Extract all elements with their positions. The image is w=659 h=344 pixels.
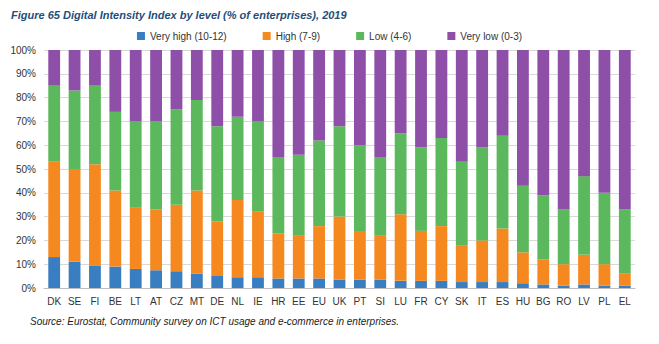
svg-text:FI: FI — [91, 296, 100, 307]
svg-text:Very low (0-3): Very low (0-3) — [460, 31, 522, 42]
svg-text:AT: AT — [150, 296, 162, 307]
svg-text:UK: UK — [333, 296, 347, 307]
svg-text:High (7-9): High (7-9) — [276, 31, 320, 42]
svg-text:10%: 10% — [16, 259, 36, 270]
svg-text:EL: EL — [619, 296, 632, 307]
svg-text:Source: Eurostat, Community su: Source: Eurostat, Community survey on IC… — [30, 316, 399, 327]
svg-text:LU: LU — [394, 296, 407, 307]
svg-text:SK: SK — [455, 296, 469, 307]
svg-text:NL: NL — [231, 296, 244, 307]
svg-text:SI: SI — [376, 296, 385, 307]
svg-text:100%: 100% — [10, 45, 36, 56]
svg-text:50%: 50% — [16, 164, 36, 175]
svg-text:SE: SE — [68, 296, 82, 307]
svg-text:CY: CY — [434, 296, 448, 307]
svg-text:LV: LV — [578, 296, 590, 307]
svg-text:EE: EE — [292, 296, 306, 307]
svg-text:40%: 40% — [16, 187, 36, 198]
svg-text:FR: FR — [414, 296, 427, 307]
svg-text:ES: ES — [496, 296, 510, 307]
svg-text:BE: BE — [109, 296, 123, 307]
svg-text:IT: IT — [478, 296, 487, 307]
svg-text:CZ: CZ — [170, 296, 183, 307]
svg-text:PL: PL — [598, 296, 611, 307]
svg-text:30%: 30% — [16, 211, 36, 222]
svg-text:80%: 80% — [16, 92, 36, 103]
svg-text:RO: RO — [556, 296, 571, 307]
svg-text:Figure 65 Digital Intensity In: Figure 65 Digital Intensity Index by lev… — [11, 9, 347, 21]
svg-text:20%: 20% — [16, 235, 36, 246]
svg-text:PT: PT — [353, 296, 366, 307]
svg-text:LT: LT — [130, 296, 141, 307]
svg-text:EU: EU — [312, 296, 326, 307]
svg-text:BG: BG — [536, 296, 551, 307]
svg-text:HR: HR — [271, 296, 285, 307]
svg-text:60%: 60% — [16, 140, 36, 151]
svg-text:70%: 70% — [16, 116, 36, 127]
svg-text:IE: IE — [253, 296, 263, 307]
svg-text:90%: 90% — [16, 68, 36, 79]
svg-text:0%: 0% — [22, 283, 37, 294]
svg-text:DK: DK — [47, 296, 61, 307]
svg-text:HU: HU — [516, 296, 530, 307]
svg-text:Low (4-6): Low (4-6) — [369, 31, 411, 42]
svg-text:MT: MT — [190, 296, 204, 307]
svg-text:Very high (10-12): Very high (10-12) — [150, 31, 227, 42]
svg-text:DE: DE — [210, 296, 224, 307]
